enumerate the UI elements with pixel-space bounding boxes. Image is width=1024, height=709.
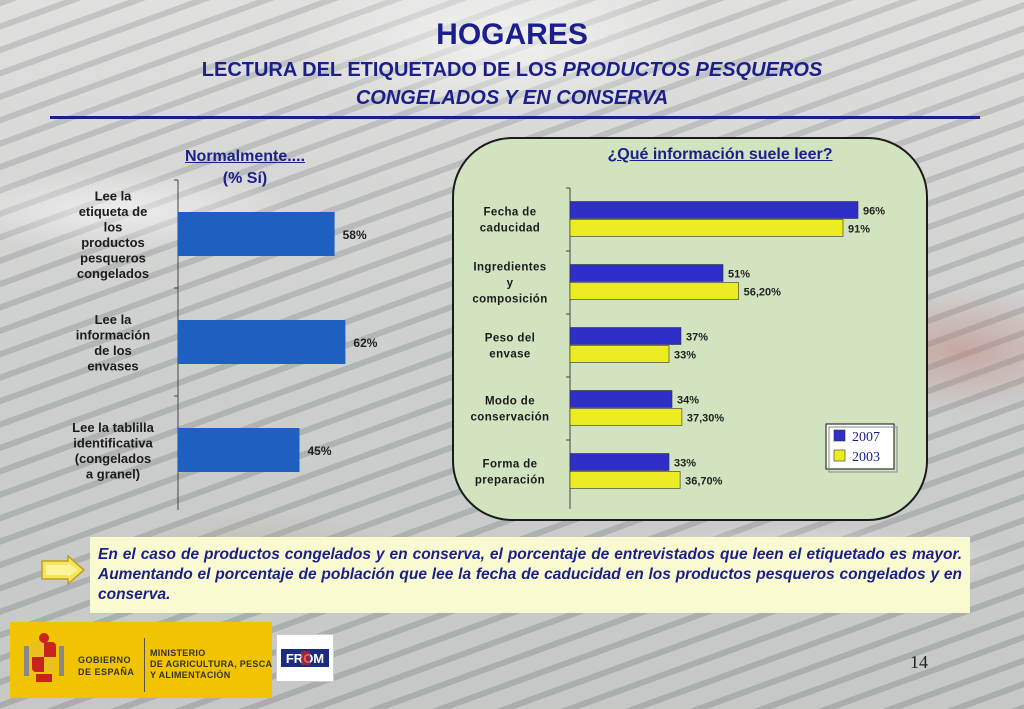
right-bar-value-label: 51% [728,269,750,281]
page-number: 14 [910,652,928,672]
subtitle-line-2: CONGELADOS Y EN CONSERVA [355,87,669,109]
left-chart-title-line2: (% Sí) [222,170,268,187]
right-bar-value-label: 33% [674,350,696,362]
left-bar [178,320,346,364]
right-bar-2003 [569,219,844,237]
right-chart-legend: 2007 2003 [825,423,898,473]
from-logo: FROM [276,634,334,682]
arrow-right-icon [41,555,86,585]
left-category-label: Lee la tablilla [72,420,154,435]
ministerio-text: MINISTERIO DE AGRICULTURA, PESCA Y ALIME… [150,648,272,681]
left-chart-title: Normalmente.... (% Sí) [140,146,350,190]
right-bar-value-label: 56,20% [744,287,782,299]
right-category-label: Forma de [483,459,538,471]
right-bar-2007 [569,453,670,471]
gobierno-text: GOBIERNO DE ESPAÑA [78,654,134,678]
right-category-label: Modo de [485,396,535,408]
right-category-label: envase [489,349,530,361]
gobierno-line-1: GOBIERNO [78,655,132,665]
right-category-label: Fecha de [483,207,536,219]
left-category-label: (congelados [75,451,152,466]
left-bar [178,212,335,256]
legend-swatch-2007 [833,429,846,442]
legend-label-2007: 2007 [852,430,880,445]
right-bar-value-label: 37,30% [687,413,725,425]
left-bar-value-label: 62% [353,336,377,350]
ministerio-line-3: Y ALIMENTACIÓN [150,670,231,680]
right-bar-2007 [569,264,724,282]
legend-shadow [828,426,898,473]
right-bar-2007 [569,201,859,219]
left-category-label: de los [94,343,132,358]
left-bar [178,428,300,472]
page-title: HOGARES [436,18,588,51]
left-category-label: identificativa [73,435,153,450]
right-category-label: Ingredientes [473,262,546,274]
left-category-label: Lee la [95,312,133,327]
legend-label-2003: 2003 [852,450,880,465]
right-bar-value-label: 33% [674,458,696,470]
logo-divider [144,638,145,692]
right-bar-2003 [569,282,739,300]
left-category-label: envases [87,358,138,373]
right-bar-chart: 96% 91% Fecha de caducidad 51% 56,20% Ingredie… [471,187,898,509]
right-category-label: y [507,278,514,290]
right-bar-value-label: 37% [686,332,708,344]
ministerio-line-2: DE AGRICULTURA, PESCA [150,659,273,669]
right-bar-2007 [569,390,673,408]
left-category-label: congelados [77,266,149,281]
right-bar-2007 [569,327,682,345]
right-chart-title: ¿Qué información suele leer? [607,146,833,163]
right-category-label: preparación [475,475,545,487]
subtitle-part-b: PRODUCTOS PESQUEROS [562,59,823,81]
right-bar-value-label: 96% [863,206,885,218]
left-category-label: etiqueta de [79,204,148,219]
right-bar-2003 [569,408,683,426]
left-category-label: los [104,219,123,234]
title-divider [50,116,980,119]
right-category-label: conservación [471,412,550,424]
left-category-label: Lee la [95,188,133,203]
right-bar-value-label: 36,70% [685,476,723,488]
gobierno-line-2: DE ESPAÑA [78,667,135,677]
right-bar-value-label: 91% [848,224,870,236]
right-bar-value-label: 34% [677,395,699,407]
right-bar-2003 [569,345,670,363]
left-category-label: a granel) [86,466,140,481]
ministerio-line-1: MINISTERIO [150,648,206,658]
page-subtitle: LECTURA DEL ETIQUETADO DE LOS PRODUCTOS … [0,56,1024,112]
left-bar-value-label: 58% [343,228,367,242]
right-category-label: caducidad [480,223,540,235]
left-category-label: pesqueros [80,250,146,265]
left-bar-value-label: 45% [308,444,332,458]
right-category-label: Peso del [485,333,536,345]
summary-callout: En el caso de productos congelados y en … [90,537,970,613]
coat-of-arms-icon [24,633,64,682]
left-category-label: productos [81,235,145,250]
subtitle-part-a: LECTURA DEL ETIQUETADO DE LOS [201,59,563,81]
legend-swatch-2003 [833,449,846,462]
right-bar-2003 [569,471,681,489]
from-logo-graphic: FROM [281,649,329,667]
left-chart-title-line1: Normalmente.... [184,148,306,165]
right-category-label: composición [472,294,547,306]
left-category-label: información [76,327,150,342]
